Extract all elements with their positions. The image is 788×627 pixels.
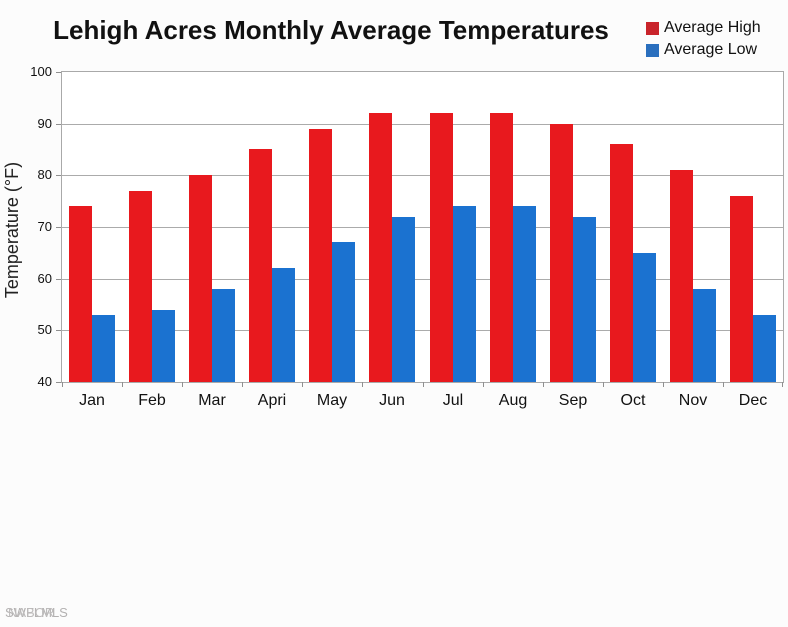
bar-low-Sep <box>573 217 596 382</box>
bar-low-Jan <box>92 315 115 382</box>
y-tick-mark-70 <box>56 227 61 228</box>
y-tick-mark-60 <box>56 279 61 280</box>
x-tick-mark-0 <box>62 382 63 387</box>
bar-low-Jun <box>392 217 415 382</box>
x-tick-mark-11 <box>723 382 724 387</box>
x-tick-label-Jan: Jan <box>79 392 105 409</box>
bar-low-May <box>332 242 355 382</box>
x-tick-label-Feb: Feb <box>138 392 166 409</box>
x-tick-mark-10 <box>663 382 664 387</box>
legend-label-high: Average High <box>664 19 761 36</box>
gridline-y-90 <box>62 124 783 125</box>
x-tick-mark-12 <box>782 382 783 387</box>
watermark-text-layer2: NABOR <box>8 605 55 620</box>
bar-low-Dec <box>753 315 776 382</box>
bar-high-Aug <box>490 113 513 382</box>
x-tick-mark-1 <box>122 382 123 387</box>
x-tick-mark-6 <box>423 382 424 387</box>
x-tick-mark-7 <box>483 382 484 387</box>
bar-high-Nov <box>670 170 693 382</box>
bar-low-Apri <box>272 268 295 382</box>
bar-low-Feb <box>152 310 175 382</box>
x-tick-label-Nov: Nov <box>678 392 708 409</box>
x-tick-mark-5 <box>362 382 363 387</box>
x-tick-label-May: May <box>316 392 348 409</box>
plot-area: 100 90 80 70 60 50 40 Jan Feb Mar Apri May Jun Jul Aug… <box>30 65 784 409</box>
legend-swatch-high <box>646 21 659 35</box>
bar-high-Apri <box>249 149 272 382</box>
legend: Average High Average Low <box>646 17 761 61</box>
x-tick-mark-8 <box>543 382 544 387</box>
bar-high-Dec <box>730 196 753 382</box>
chart-title: Lehigh Acres Monthly Average Temperature… <box>53 15 609 45</box>
y-tick-mark-100 <box>56 72 61 73</box>
gridline-y-60 <box>62 279 783 280</box>
bar-high-Jul <box>430 113 453 382</box>
y-tick-label-40: 40 <box>37 374 52 389</box>
y-tick-mark-80 <box>56 175 61 176</box>
gridline-y-50 <box>62 330 783 331</box>
x-tick-label-Jun: Jun <box>379 392 405 409</box>
watermark-text-layer1: SWFLMLS <box>5 605 68 620</box>
y-tick-label-60: 60 <box>37 271 52 286</box>
y-tick-label-50: 50 <box>37 322 52 337</box>
y-tick-mark-90 <box>56 124 61 125</box>
y-tick-label-70: 70 <box>37 219 52 234</box>
x-tick-label-Apri: Apri <box>257 392 287 409</box>
bar-high-Oct <box>610 144 633 382</box>
x-tick-label-Sep: Sep <box>558 392 588 409</box>
x-tick-label-Dec: Dec <box>738 392 768 409</box>
x-tick-mark-3 <box>242 382 243 387</box>
y-tick-label-90: 90 <box>37 116 52 131</box>
y-tick-label-80: 80 <box>37 167 52 182</box>
gridline-y-70 <box>62 227 783 228</box>
legend-label-low: Average Low <box>664 41 758 58</box>
bar-low-Jul <box>453 206 476 382</box>
y-tick-label-100: 100 <box>30 64 52 79</box>
bar-low-Aug <box>513 206 536 382</box>
x-tick-label-Jul: Jul <box>442 392 464 409</box>
bar-high-Jun <box>369 113 392 382</box>
y-tick-mark-50 <box>56 330 61 331</box>
bar-low-Mar <box>212 289 235 382</box>
x-tick-mark-4 <box>302 382 303 387</box>
bar-low-Oct <box>633 253 656 382</box>
legend-item-average-low: Average Low <box>646 39 761 61</box>
x-tick-mark-2 <box>182 382 183 387</box>
bar-low-Nov <box>693 289 716 382</box>
legend-item-average-high: Average High <box>646 17 761 39</box>
bar-high-Mar <box>189 175 212 382</box>
bar-high-Jan <box>69 206 92 382</box>
gridline-y-80 <box>62 175 783 176</box>
watermark: SWFLMLS NABOR <box>5 605 125 623</box>
x-tick-mark-9 <box>603 382 604 387</box>
bar-high-Feb <box>129 191 152 382</box>
x-tick-label-Mar: Mar <box>198 392 226 409</box>
y-tick-mark-40 <box>56 382 61 383</box>
bar-high-May <box>309 129 332 382</box>
x-tick-label-Aug: Aug <box>498 392 528 409</box>
x-tick-label-Oct: Oct <box>620 392 646 409</box>
legend-swatch-low <box>646 43 659 57</box>
bar-high-Sep <box>550 124 573 382</box>
